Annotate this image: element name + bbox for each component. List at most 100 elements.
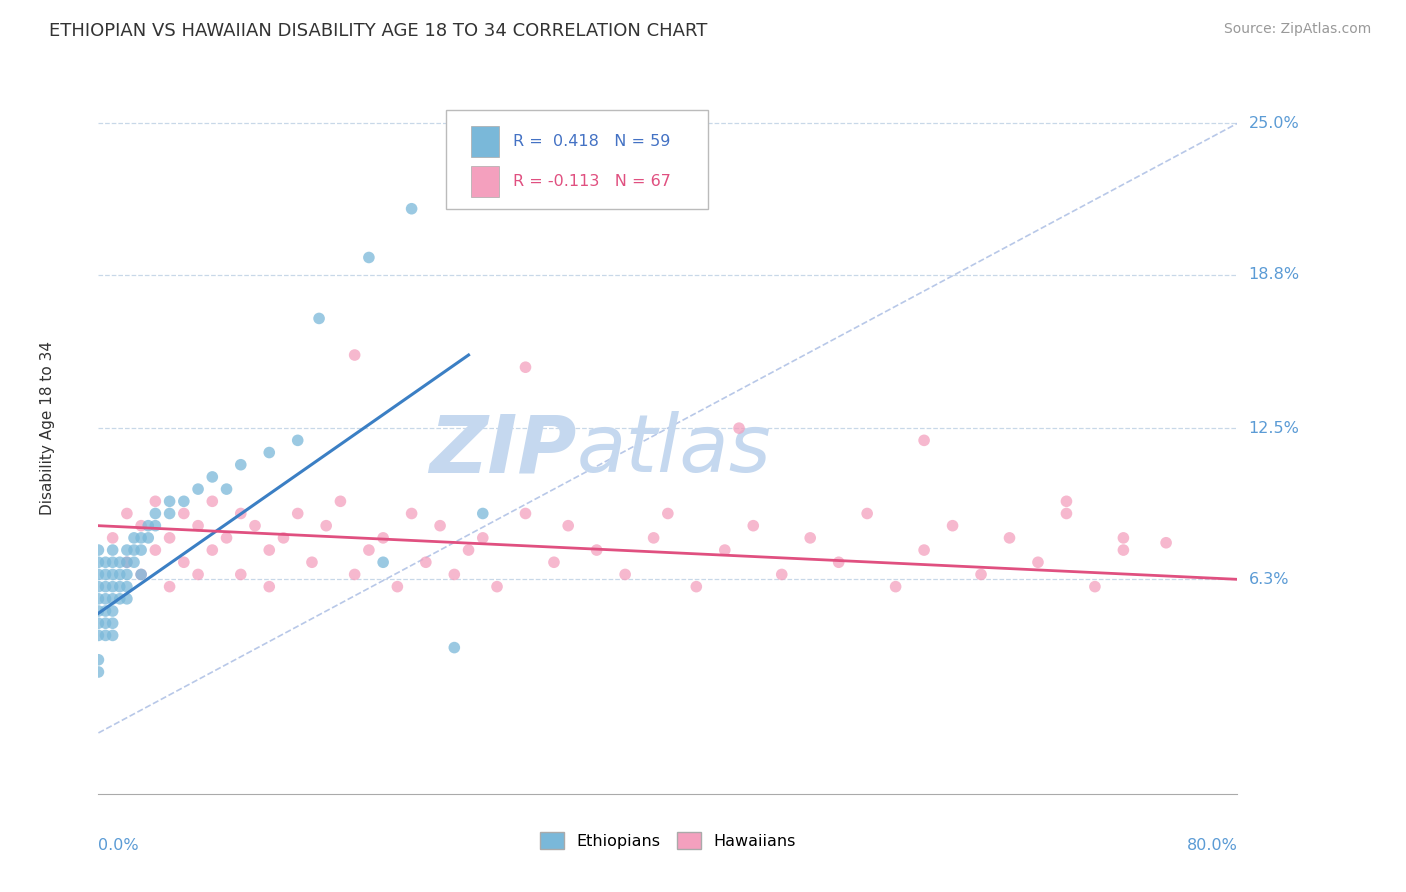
Point [94, 567, 117, 582]
Point [287, 434, 309, 448]
Point [101, 591, 124, 606]
Point [912, 543, 935, 558]
Point [129, 518, 152, 533]
Point [94, 591, 117, 606]
Point [201, 470, 224, 484]
Text: Source: ZipAtlas.com: Source: ZipAtlas.com [1223, 22, 1371, 37]
Point [173, 555, 195, 569]
Point [159, 580, 181, 594]
Point [215, 531, 238, 545]
Point [187, 567, 209, 582]
Point [970, 567, 993, 582]
Point [429, 518, 451, 533]
Point [1056, 494, 1078, 508]
Point [87, 653, 110, 667]
Point [229, 567, 252, 582]
Point [136, 518, 159, 533]
Point [87, 567, 110, 582]
Point [187, 518, 209, 533]
Point [94, 555, 117, 569]
Point [145, 543, 167, 558]
Point [457, 543, 479, 558]
Point [87, 591, 110, 606]
Point [942, 518, 965, 533]
Point [259, 445, 281, 459]
Point [1084, 580, 1107, 594]
Text: ETHIOPIAN VS HAWAIIAN DISABILITY AGE 18 TO 34 CORRELATION CHART: ETHIOPIAN VS HAWAIIAN DISABILITY AGE 18 … [49, 22, 707, 40]
Point [115, 567, 138, 582]
Point [357, 543, 380, 558]
Point [115, 580, 138, 594]
Point [145, 518, 167, 533]
Legend: Ethiopians, Hawaiians: Ethiopians, Hawaiians [533, 826, 803, 855]
Text: Disability Age 18 to 34: Disability Age 18 to 34 [39, 341, 55, 516]
Point [101, 567, 124, 582]
Point [329, 494, 352, 508]
Point [415, 555, 437, 569]
Point [301, 555, 323, 569]
Point [136, 531, 159, 545]
Point [87, 604, 110, 618]
Point [308, 311, 330, 326]
Text: 18.8%: 18.8% [1249, 267, 1299, 282]
Point [714, 543, 737, 558]
Point [201, 543, 224, 558]
Point [159, 494, 181, 508]
Point [1056, 507, 1078, 521]
Point [101, 628, 124, 642]
Point [585, 543, 607, 558]
Point [173, 507, 195, 521]
Text: R =  0.418   N = 59: R = 0.418 N = 59 [513, 134, 671, 149]
Point [315, 518, 337, 533]
Point [443, 567, 465, 582]
Point [912, 434, 935, 448]
Point [159, 531, 181, 545]
Point [614, 567, 637, 582]
Point [1026, 555, 1049, 569]
Text: 0.0%: 0.0% [98, 838, 139, 853]
Point [287, 507, 309, 521]
Point [515, 360, 537, 375]
Point [108, 591, 131, 606]
Point [229, 507, 252, 521]
Point [187, 482, 209, 496]
Point [543, 555, 565, 569]
Point [94, 628, 117, 642]
Point [145, 507, 167, 521]
Text: R = -0.113   N = 67: R = -0.113 N = 67 [513, 174, 671, 189]
Point [87, 543, 110, 558]
Point [259, 543, 281, 558]
Point [122, 531, 145, 545]
Point [115, 555, 138, 569]
Point [115, 555, 138, 569]
Point [108, 580, 131, 594]
Point [1154, 535, 1177, 549]
Point [401, 507, 423, 521]
Point [770, 567, 793, 582]
Point [657, 507, 679, 521]
Text: 25.0%: 25.0% [1249, 116, 1299, 131]
Point [122, 543, 145, 558]
Point [87, 628, 110, 642]
Text: 80.0%: 80.0% [1187, 838, 1237, 853]
Point [94, 616, 117, 631]
Text: ZIP: ZIP [429, 411, 576, 489]
Text: 12.5%: 12.5% [1249, 421, 1299, 435]
Point [401, 202, 423, 216]
Point [101, 616, 124, 631]
Point [443, 640, 465, 655]
Point [129, 543, 152, 558]
Point [87, 616, 110, 631]
Point [799, 531, 821, 545]
Text: 6.3%: 6.3% [1249, 572, 1289, 587]
Point [94, 580, 117, 594]
Point [159, 507, 181, 521]
Point [101, 555, 124, 569]
Text: atlas: atlas [576, 411, 772, 489]
Point [828, 555, 851, 569]
Point [101, 531, 124, 545]
Point [108, 555, 131, 569]
Point [243, 518, 266, 533]
Point [643, 531, 665, 545]
Point [101, 543, 124, 558]
